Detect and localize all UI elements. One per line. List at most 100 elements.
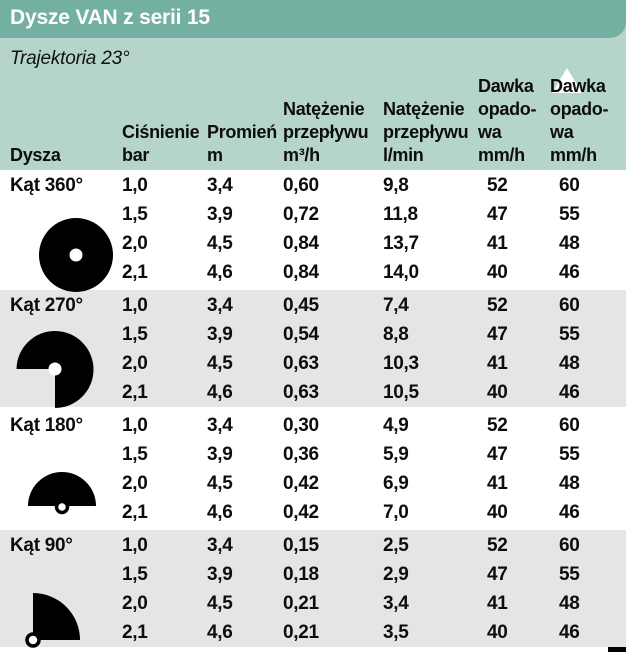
value-cell: 4,5 <box>207 353 233 374</box>
value-cell: 41 <box>487 353 508 374</box>
value-cell: 46 <box>559 262 580 283</box>
page-title: Dysze VAN z serii 15 <box>10 6 210 29</box>
value-cell: 0,36 <box>283 444 319 465</box>
value-cell: 48 <box>559 593 580 614</box>
value-cell: 1,5 <box>122 324 148 345</box>
table-header-panel: Trajektoria 23° Dysza Ciśnienie bar Prom… <box>0 22 626 170</box>
value-cell: 55 <box>559 564 580 585</box>
column-header-cisnienie: Ciśnienie bar <box>122 122 200 165</box>
value-cell: 3,4 <box>207 535 233 556</box>
value-cell: 10,3 <box>383 353 419 374</box>
value-cell: 1,5 <box>122 564 148 585</box>
value-cell: 0,18 <box>283 564 319 585</box>
value-cell: 1,0 <box>122 295 148 316</box>
value-cell: 0,45 <box>283 295 319 316</box>
value-cell: 3,4 <box>207 175 233 196</box>
value-cell: 4,5 <box>207 233 233 254</box>
value-cell: 2,9 <box>383 564 409 585</box>
value-cell: 1,0 <box>122 535 148 556</box>
group-angle-label: Kąt 180° <box>10 415 83 436</box>
value-cell: 2,1 <box>122 502 148 523</box>
value-cell: 6,9 <box>383 473 409 494</box>
value-cell: 60 <box>559 535 580 556</box>
value-cell: 1,5 <box>122 444 148 465</box>
column-header-dawka-square: Dawka opado- wa mm/h <box>478 76 537 165</box>
value-cell: 11,8 <box>383 204 418 225</box>
value-cell: 3,4 <box>207 415 233 436</box>
value-cell: 9,8 <box>383 175 409 196</box>
value-cell: 55 <box>559 204 580 225</box>
value-cell: 0,60 <box>283 175 319 196</box>
value-cell: 13,7 <box>383 233 419 254</box>
value-cell: 48 <box>559 473 580 494</box>
value-cell: 52 <box>487 175 508 196</box>
value-cell: 40 <box>487 622 508 643</box>
group-angle-label: Kąt 270° <box>10 295 83 316</box>
value-cell: 3,9 <box>207 324 233 345</box>
group-angle-label: Kąt 360° <box>10 175 83 196</box>
value-cell: 4,6 <box>207 262 233 283</box>
value-cell: 0,63 <box>283 353 319 374</box>
value-cell: 1,0 <box>122 415 148 436</box>
value-cell: 0,21 <box>283 593 319 614</box>
value-cell: 2,1 <box>122 262 148 283</box>
value-cell: 5,9 <box>383 444 409 465</box>
value-cell: 52 <box>487 295 508 316</box>
column-header-dawka-triangle: Dawka opado- wa mm/h <box>550 47 626 167</box>
column-header-natezenie-lmin: Natężenie przepływu l/min <box>383 99 469 165</box>
value-cell: 10,5 <box>383 382 419 403</box>
value-cell: 2,1 <box>122 382 148 403</box>
value-cell: 7,0 <box>383 502 409 523</box>
value-cell: 3,4 <box>207 295 233 316</box>
title-bar: Dysze VAN z serii 15 <box>0 0 626 38</box>
nozzle-group-270: Kąt 270° 1,0 3,4 0,45 7,4 52 60 1,5 3,9 0,54 8,8 47… <box>0 290 626 408</box>
column-header-natezenie-m3h: Natężenie przepływu m³/h <box>283 99 369 165</box>
value-cell: 40 <box>487 382 508 403</box>
value-cell: 0,42 <box>283 473 319 494</box>
value-cell: 55 <box>559 324 580 345</box>
value-cell: 4,5 <box>207 593 233 614</box>
value-cell: 4,6 <box>207 382 233 403</box>
value-cell: 47 <box>487 564 508 585</box>
value-cell: 60 <box>559 175 580 196</box>
group-angle-label: Kąt 90° <box>10 535 73 556</box>
value-cell: 55 <box>559 444 580 465</box>
nozzle-group-360: Kąt 360° 1,0 3,4 0,60 9,8 52 60 1,5 3,9 0,72 11,8 4… <box>0 170 626 292</box>
table-body: Kąt 360° 1,0 3,4 0,60 9,8 52 60 1,5 3,9 0,72 11,8 4… <box>0 170 626 648</box>
value-cell: 60 <box>559 415 580 436</box>
value-cell: 8,8 <box>383 324 409 345</box>
value-cell: 4,9 <box>383 415 409 436</box>
value-cell: 47 <box>487 324 508 345</box>
value-cell: 4,6 <box>207 622 233 643</box>
group-label-cell: Kąt 270° <box>0 291 122 408</box>
value-cell: 14,0 <box>383 262 419 283</box>
value-cell: 0,63 <box>283 382 319 403</box>
value-cell: 0,84 <box>283 233 319 254</box>
value-cell: 0,42 <box>283 502 319 523</box>
value-cell: 60 <box>559 295 580 316</box>
value-cell: 52 <box>487 535 508 556</box>
group-label-cell: Kąt 180° <box>0 411 122 527</box>
value-cell: 47 <box>487 444 508 465</box>
value-cell: 3,4 <box>383 593 409 614</box>
value-cell: 4,6 <box>207 502 233 523</box>
value-cell: 2,0 <box>122 233 148 254</box>
value-cell: 41 <box>487 233 508 254</box>
value-cell: 2,0 <box>122 593 148 614</box>
nozzle-group-180: Kąt 180° 1,0 3,4 0,30 4,9 52 60 1,5 3,9 0,36 5,9 47… <box>0 410 626 527</box>
group-label-cell: Kąt 360° <box>0 171 122 292</box>
value-cell: 47 <box>487 204 508 225</box>
value-cell: 2,0 <box>122 353 148 374</box>
value-cell: 3,9 <box>207 444 233 465</box>
group-label-cell: Kąt 90° <box>0 531 122 648</box>
value-cell: 41 <box>487 593 508 614</box>
triangle-icon <box>550 47 626 93</box>
column-headers: Dysza Ciśnienie bar Promień m Natężenie … <box>0 47 626 170</box>
value-cell: 3,9 <box>207 564 233 585</box>
value-cell: 48 <box>559 233 580 254</box>
value-cell: 3,9 <box>207 204 233 225</box>
value-cell: 2,5 <box>383 535 409 556</box>
value-cell: 0,21 <box>283 622 319 643</box>
value-cell: 7,4 <box>383 295 409 316</box>
